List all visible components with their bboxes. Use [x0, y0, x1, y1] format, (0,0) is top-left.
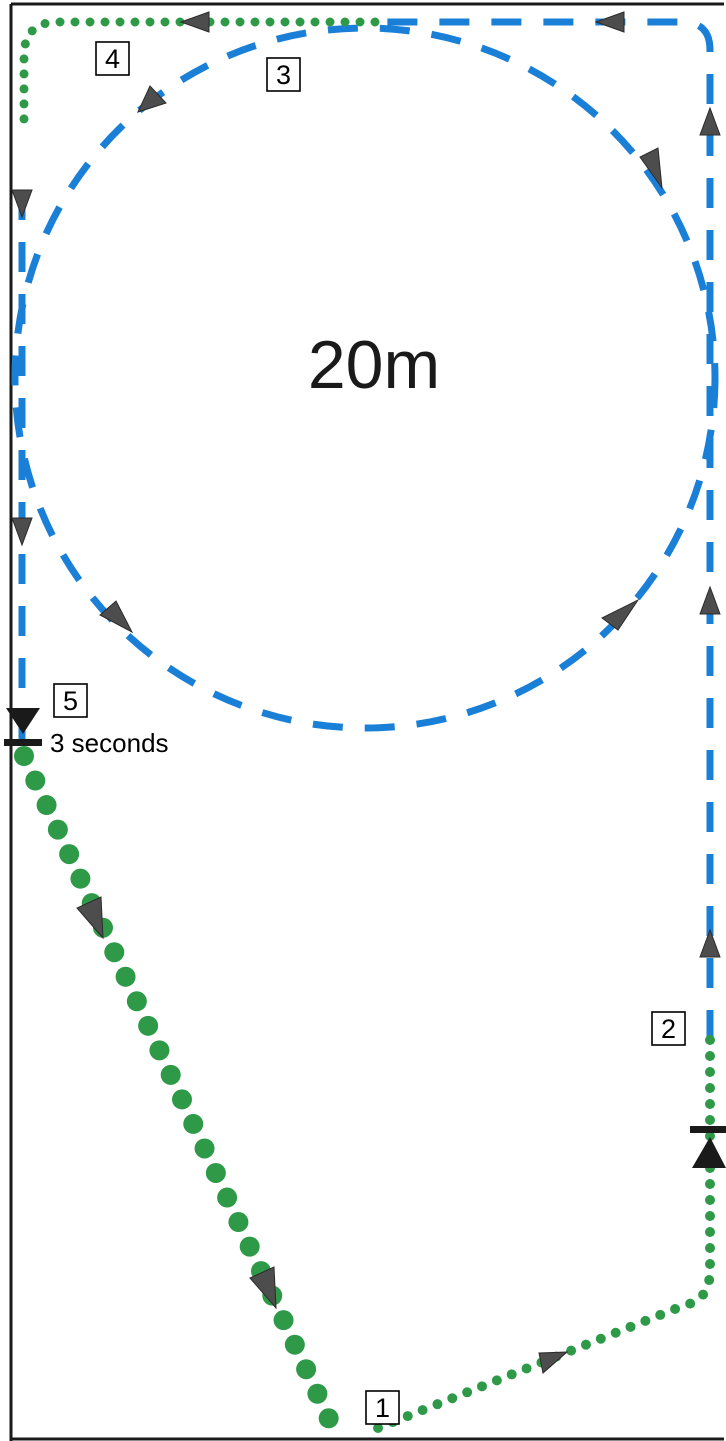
halt-duration-label: 3 seconds	[50, 728, 169, 758]
marker-2: 2	[651, 1011, 686, 1046]
arrow-icon	[699, 585, 721, 615]
halt-triangle-icon	[6, 708, 40, 734]
arrow-icon	[76, 896, 104, 940]
marker-3: 3	[266, 57, 301, 92]
dashed-circle-route	[11, 24, 719, 732]
marker-3-number: 3	[276, 60, 291, 90]
arrow-icon	[699, 106, 721, 136]
halt-marker-right	[690, 1126, 726, 1168]
arrow-icon	[538, 1351, 569, 1374]
arena-border	[9, 2, 724, 1441]
arrow-icon	[179, 11, 210, 33]
marker-4-number: 4	[105, 44, 120, 74]
arrow-icon	[601, 598, 640, 631]
dotted-diagonal-route	[14, 746, 345, 1441]
arrow-icon	[699, 928, 721, 958]
arrow-icon	[99, 600, 134, 634]
marker-2-number: 2	[661, 1014, 676, 1044]
marker-5-number: 5	[63, 686, 78, 716]
circle-size-label: 20m	[308, 327, 440, 403]
arrow-icon	[594, 11, 625, 33]
dotted-corner-route	[19, 17, 380, 125]
arrow-icon	[11, 517, 33, 547]
marker-5: 5	[53, 683, 88, 718]
dashed-track-route	[18, 18, 714, 1040]
dotted-right-route	[363, 1035, 715, 1437]
halt-marker-left	[4, 708, 42, 746]
marker-1: 1	[365, 1390, 400, 1425]
arrow-icon	[137, 85, 167, 113]
marker-1-number: 1	[375, 1393, 390, 1423]
direction-arrows	[11, 11, 721, 1374]
marker-4: 4	[95, 41, 130, 76]
arrow-icon	[639, 147, 663, 190]
halt-triangle-icon	[692, 1137, 726, 1168]
arrow-icon	[11, 189, 33, 219]
arrow-icon	[249, 1266, 277, 1310]
